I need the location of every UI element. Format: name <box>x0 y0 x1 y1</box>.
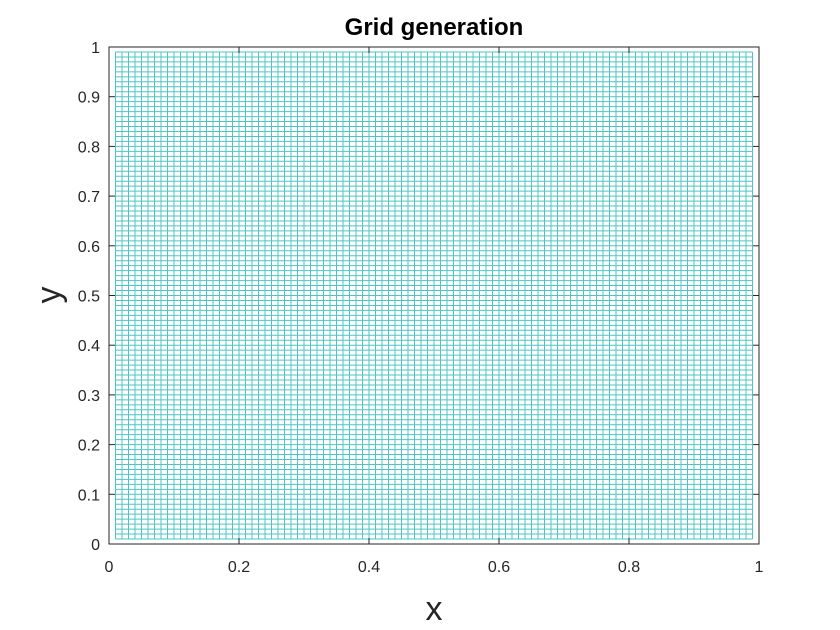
y-tick-label: 0.9 <box>78 90 100 107</box>
y-tick-label: 0.1 <box>78 487 100 504</box>
chart-title: Grid generation <box>345 14 524 41</box>
y-axis-label: y <box>30 287 68 304</box>
y-tick-label: 0.8 <box>78 139 100 156</box>
x-tick-label: 0 <box>105 559 114 576</box>
x-ticks: 0 0.2 0.4 0.6 0.8 1 <box>105 47 764 576</box>
x-tick-label: 0.8 <box>618 559 640 576</box>
y-tick-label: 0.7 <box>78 189 100 206</box>
y-tick-label: 0.2 <box>78 438 100 455</box>
mesh-layer <box>115 51 753 540</box>
x-tick-label: 0.4 <box>358 559 380 576</box>
y-tick-label: 0.3 <box>78 388 100 405</box>
x-tick-label: 1 <box>755 559 764 576</box>
y-tick-label: 0.4 <box>78 338 100 355</box>
y-ticks: 0 0.1 0.2 0.3 0.4 0.5 0.6 0.7 0.8 0.9 1 <box>78 40 759 554</box>
y-tick-label: 0 <box>91 537 100 554</box>
x-tick-label: 0.6 <box>488 559 510 576</box>
y-tick-label: 0.6 <box>78 239 100 256</box>
x-tick-label: 0.2 <box>228 559 250 576</box>
x-axis-label: x <box>426 590 443 628</box>
y-tick-label: 1 <box>91 40 100 57</box>
y-tick-label: 0.5 <box>78 289 100 306</box>
